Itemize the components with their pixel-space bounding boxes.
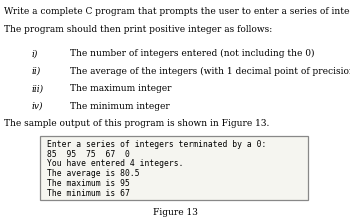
Text: iv): iv) [32,102,43,111]
Text: The average is 80.5: The average is 80.5 [47,169,140,178]
Text: The program should then print positive integer as follows:: The program should then print positive i… [4,25,272,34]
Text: The minimum integer: The minimum integer [70,102,170,111]
Text: Enter a series of integers terminated by a 0:: Enter a series of integers terminated by… [47,140,267,149]
Text: The maximum integer: The maximum integer [70,84,172,93]
Text: Figure 13: Figure 13 [153,208,197,217]
Text: ii): ii) [32,67,41,76]
Text: Write a complete C program that prompts the user to enter a series of integers t: Write a complete C program that prompts … [4,7,350,16]
Text: i): i) [32,49,38,58]
Text: 85  95  75  67  0: 85 95 75 67 0 [47,150,130,159]
Text: The average of the integers (with 1 decimal point of precision): The average of the integers (with 1 deci… [70,67,350,76]
Text: The number of integers entered (not including the 0): The number of integers entered (not incl… [70,49,315,58]
FancyBboxPatch shape [40,136,308,200]
Text: iii): iii) [32,84,44,93]
Text: The maximum is 95: The maximum is 95 [47,179,130,188]
Text: You have entered 4 integers.: You have entered 4 integers. [47,159,184,168]
Text: The minimum is 67: The minimum is 67 [47,189,130,198]
Text: The sample output of this program is shown in Figure 13.: The sample output of this program is sho… [4,119,269,128]
